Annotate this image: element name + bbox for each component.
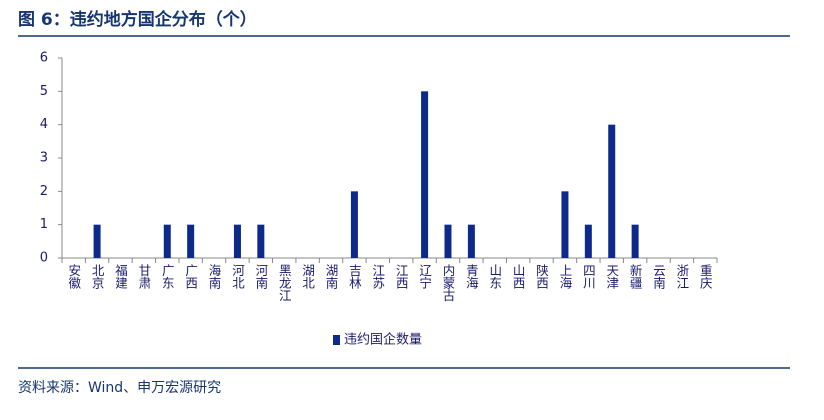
bar [257,224,265,258]
x-tick-label: 内蒙古 [440,264,455,302]
x-tick-label: 辽宁 [417,264,432,289]
x-tick-label: 河南 [253,264,268,289]
bar [584,224,592,258]
y-tick-label: 0 [40,251,48,266]
x-tick-label: 重庆 [698,263,713,289]
x-tick-label: 四川 [581,264,596,289]
x-tick-label: 云南 [651,264,666,289]
y-tick-label: 3 [40,151,48,166]
bar [561,191,569,258]
bar [163,224,171,258]
x-tick-label: 浙江 [674,263,689,289]
x-tick-label: 河北 [230,264,245,290]
x-tick-label: 江苏 [370,264,385,289]
y-tick-label: 1 [40,217,48,232]
y-tick-label: 5 [40,84,48,99]
bar [608,124,616,259]
bar [93,224,101,258]
bar [350,191,358,258]
source: 资料来源：Wind、申万宏源研究 [18,380,221,396]
y-tick-label: 6 [40,51,48,66]
x-tick-label: 山西 [511,264,526,289]
chart-title: 图 6：违约地方国企分布（个） [18,9,257,30]
x-tick-label: 吉林 [347,264,362,289]
x-tick-label: 福建 [113,263,128,290]
x-tick-label: 天津 [604,264,619,289]
x-tick-label: 湖北 [300,263,315,290]
x-tick-label: 黑龙江 [277,264,292,302]
x-tick-label: 上海 [557,264,572,289]
x-tick-label: 青海 [464,264,479,289]
x-tick-label: 广西 [183,264,198,289]
x-tick-label: 新疆 [628,263,643,289]
bar [233,224,241,258]
y-tick-label: 2 [40,184,48,199]
x-tick-label: 甘肃 [136,264,151,290]
x-tick-label: 陕西 [534,263,549,289]
x-tick-label: 江西 [394,264,409,289]
x-tick-label: 海南 [207,263,222,289]
bar [421,91,429,258]
bar [444,224,452,258]
x-tick-label: 广东 [160,264,175,289]
x-tick-label: 北京 [90,264,105,290]
x-tick-label: 湖南 [324,263,339,289]
x-tick-label: 安徽 [66,263,81,289]
bar [467,224,475,258]
y-tick-label: 4 [40,117,48,132]
x-tick-label: 山东 [487,264,502,289]
legend-label: 违约国企数量 [344,332,422,348]
bar [187,224,195,258]
bar [631,224,639,258]
legend-swatch [333,335,340,345]
